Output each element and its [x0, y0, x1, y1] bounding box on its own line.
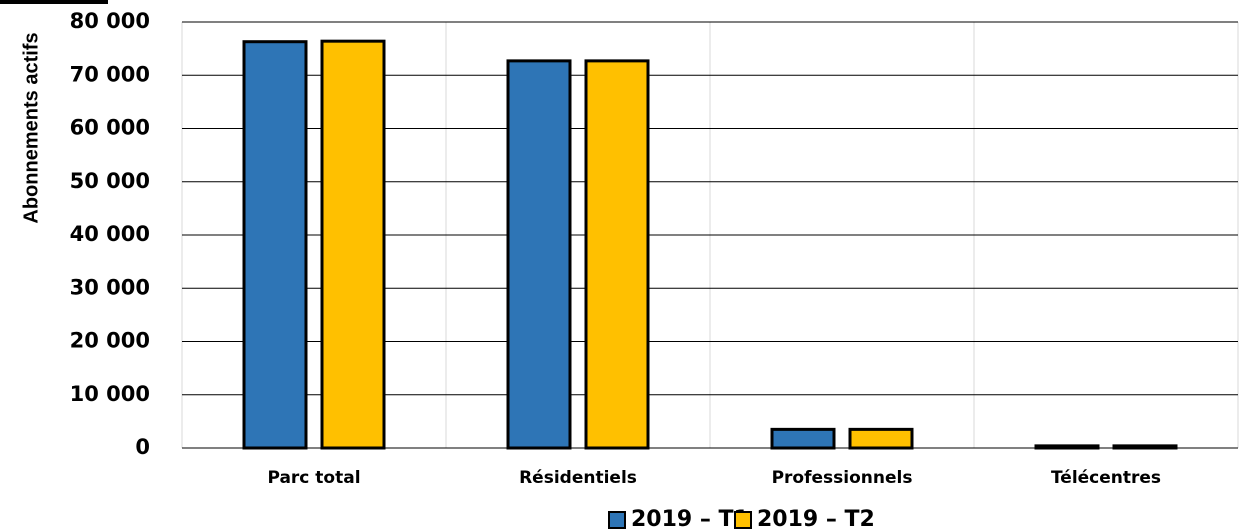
y-tick-label: 70 000	[70, 62, 150, 86]
bar	[506, 59, 572, 450]
legend-label: 2019 – T2	[757, 507, 875, 532]
bar	[1034, 444, 1100, 450]
legend-swatch	[608, 511, 626, 529]
bar	[242, 40, 308, 450]
bar	[770, 427, 836, 450]
bar	[848, 427, 914, 450]
bar	[1112, 444, 1178, 450]
legend-label: 2019 – T1	[631, 507, 749, 532]
x-tick-label: Parc total	[267, 468, 360, 488]
x-tick-label: Professionnels	[772, 468, 913, 488]
y-tick-label: 40 000	[70, 222, 150, 246]
y-tick-label: 30 000	[70, 275, 150, 299]
y-tick-label: 60 000	[70, 116, 150, 140]
x-tick-label: Télécentres	[1051, 468, 1161, 488]
y-tick-label: 80 000	[70, 9, 150, 33]
y-tick-label: 20 000	[70, 329, 150, 353]
legend-swatch	[734, 511, 752, 529]
title-fragment	[0, 0, 108, 4]
y-tick-label: 10 000	[70, 382, 150, 406]
x-tick-label: Résidentiels	[519, 468, 637, 488]
y-tick-label: 50 000	[70, 169, 150, 193]
y-tick-label: 0	[135, 435, 150, 459]
y-axis-label: Abonnements actifs	[20, 32, 42, 223]
bar	[584, 59, 650, 450]
bar	[320, 39, 386, 450]
